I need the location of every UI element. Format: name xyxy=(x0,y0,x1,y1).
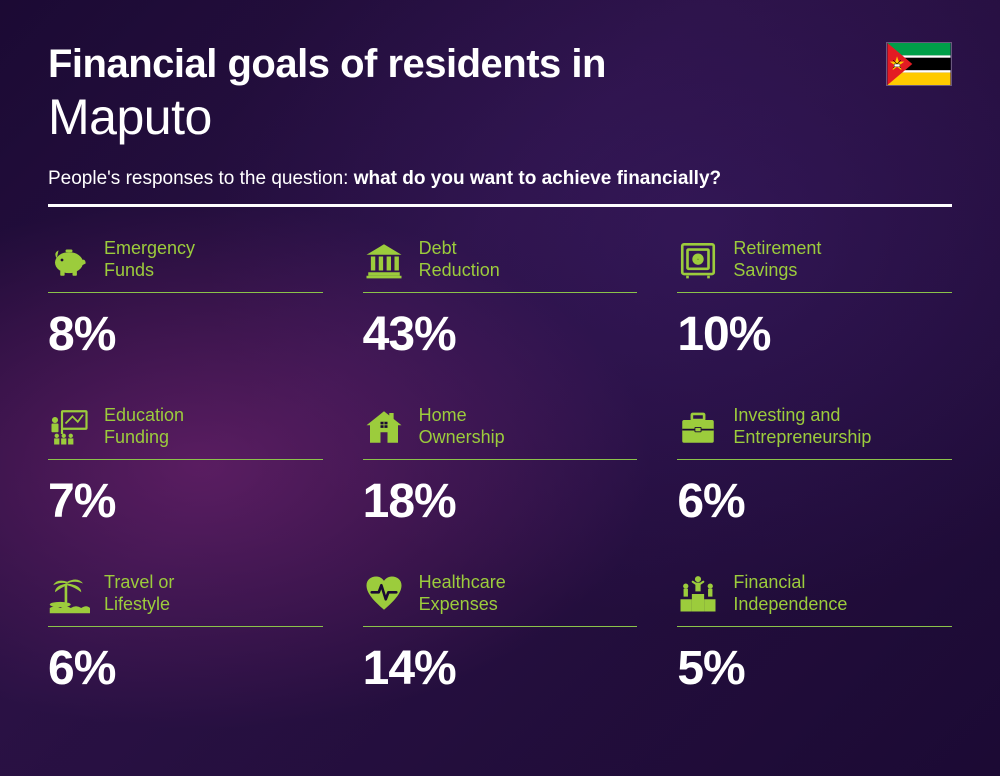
education-icon xyxy=(48,406,90,448)
briefcase-icon xyxy=(677,406,719,448)
card-home-ownership: Home Ownership 18% xyxy=(363,404,638,529)
card-label: Retirement Savings xyxy=(733,238,821,281)
subtitle: People's responses to the question: what… xyxy=(48,168,952,190)
card-label: Financial Independence xyxy=(733,572,847,615)
card-emergency-funds: Emergency Funds 8% xyxy=(48,237,323,362)
card-percentage: 6% xyxy=(677,474,952,529)
header-divider xyxy=(48,204,952,207)
page-title-line1: Financial goals of residents in xyxy=(48,42,952,86)
card-percentage: 43% xyxy=(363,307,638,362)
piggy-bank-icon xyxy=(48,239,90,281)
card-percentage: 8% xyxy=(48,307,323,362)
card-investing-entrepreneurship: Investing and Entrepreneurship 6% xyxy=(677,404,952,529)
card-label: Healthcare Expenses xyxy=(419,572,506,615)
safe-icon xyxy=(677,239,719,281)
card-percentage: 18% xyxy=(363,474,638,529)
card-label: Travel or Lifestyle xyxy=(104,572,174,615)
flag-mozambique-icon xyxy=(886,42,952,86)
card-debt-reduction: Debt Reduction 43% xyxy=(363,237,638,362)
card-label: Education Funding xyxy=(104,405,184,448)
heart-pulse-icon xyxy=(363,573,405,615)
card-percentage: 14% xyxy=(363,641,638,696)
card-healthcare-expenses: Healthcare Expenses 14% xyxy=(363,571,638,696)
card-label: Emergency Funds xyxy=(104,238,195,281)
house-icon xyxy=(363,406,405,448)
subtitle-plain: People's responses to the question: xyxy=(48,168,354,189)
card-percentage: 6% xyxy=(48,641,323,696)
bank-icon xyxy=(363,239,405,281)
card-education-funding: Education Funding 7% xyxy=(48,404,323,529)
card-percentage: 5% xyxy=(677,641,952,696)
header: Financial goals of residents in Maputo P… xyxy=(48,42,952,207)
card-label: Home Ownership xyxy=(419,405,505,448)
card-financial-independence: Financial Independence 5% xyxy=(677,571,952,696)
card-percentage: 10% xyxy=(677,307,952,362)
subtitle-bold: what do you want to achieve financially? xyxy=(354,168,721,189)
palm-icon xyxy=(48,573,90,615)
card-percentage: 7% xyxy=(48,474,323,529)
podium-icon xyxy=(677,573,719,615)
page-title-line2: Maputo xyxy=(48,88,952,146)
card-retirement-savings: Retirement Savings 10% xyxy=(677,237,952,362)
card-label: Investing and Entrepreneurship xyxy=(733,405,871,448)
stats-grid: Emergency Funds 8% Debt Reduction 43% Re… xyxy=(48,237,952,696)
card-travel-lifestyle: Travel or Lifestyle 6% xyxy=(48,571,323,696)
card-label: Debt Reduction xyxy=(419,238,500,281)
